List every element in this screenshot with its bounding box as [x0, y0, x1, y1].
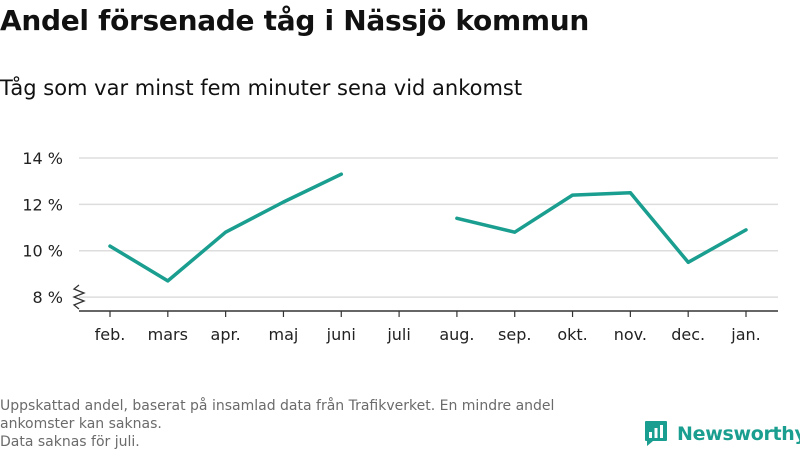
x-tick-label: apr.: [211, 325, 241, 344]
data-point: [224, 230, 228, 234]
x-tick-label: juli: [386, 325, 410, 344]
x-tick-label: nov.: [614, 325, 647, 344]
x-tick-label: juni: [326, 325, 356, 344]
x-tick-label: mars: [148, 325, 188, 344]
footnote-missing-data: Data saknas för juli.: [0, 434, 140, 450]
x-tick-label: aug.: [439, 325, 474, 344]
data-point: [744, 228, 748, 232]
series-line: [108, 172, 748, 283]
y-tick-label: 10 %: [22, 242, 63, 261]
x-tick-label: maj: [269, 325, 299, 344]
data-point: [108, 244, 112, 248]
y-tick-label: 12 %: [22, 195, 63, 214]
data-point: [686, 260, 690, 264]
data-point: [166, 279, 170, 283]
footnote: Uppskattad andel, baserat på insamlad da…: [0, 397, 625, 451]
chart-title: Andel försenade tåg i Nässjö kommun: [0, 4, 589, 37]
x-tick-label: feb.: [95, 325, 126, 344]
brand: Newsworthy: [644, 420, 800, 447]
data-point: [571, 193, 575, 197]
data-point: [281, 200, 285, 204]
x-axis: [72, 284, 778, 312]
chart-subtitle: Tåg som var minst fem minuter sena vid a…: [0, 76, 523, 100]
x-tick-label: dec.: [671, 325, 705, 344]
x-axis-ticks: feb. mars apr. maj juni juli aug. sep. okt. nov. d…: [95, 311, 761, 344]
brand-name: Newsworthy: [677, 422, 800, 445]
axis-break-icon: [72, 284, 86, 310]
data-point: [339, 172, 343, 176]
x-tick-label: sep.: [498, 325, 531, 344]
y-tick-label: 8 %: [33, 288, 63, 307]
y-axis-ticks: 8 % 10 % 12 % 14 %: [22, 149, 63, 307]
data-point: [455, 216, 459, 220]
data-point: [513, 230, 517, 234]
x-tick-label: jan.: [730, 325, 760, 344]
footnote-source: Uppskattad andel, baserat på insamlad da…: [0, 398, 555, 432]
x-tick-label: okt.: [557, 325, 587, 344]
series-line-segment: [108, 172, 344, 283]
gridlines: [79, 157, 778, 298]
series-line-segment: [455, 191, 748, 265]
y-tick-label: 14 %: [22, 149, 63, 168]
newsworthy-logo-icon: [645, 421, 667, 446]
data-point: [628, 191, 632, 195]
